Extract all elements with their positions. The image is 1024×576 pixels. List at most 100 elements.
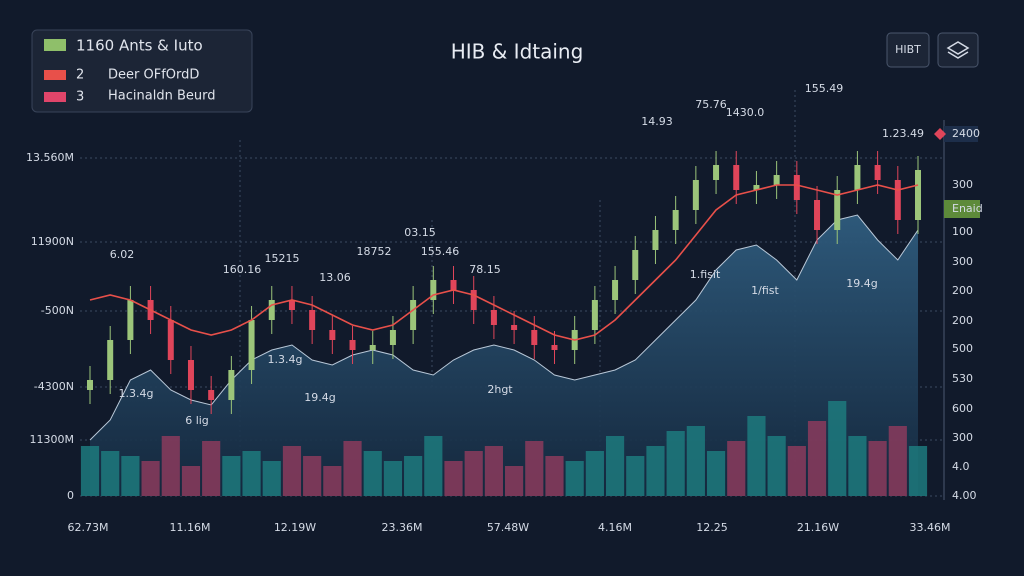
candle-body [228, 370, 235, 400]
candle-body [288, 300, 295, 310]
x-tick-label: 62.73M [68, 521, 109, 534]
annotation: 14.93 [641, 115, 673, 128]
volume-bar [908, 446, 928, 496]
candle-body [834, 190, 841, 230]
y2-tick-label: 300 [952, 178, 973, 191]
price-tag [944, 200, 980, 218]
candle-body [208, 390, 215, 400]
y2-tick-label: 4.00 [952, 489, 977, 502]
annotation: 03.15 [404, 226, 436, 239]
y2-tick-label: 200 [952, 314, 973, 327]
area-edge [89, 214, 919, 441]
annotation: 1.3.4g [268, 353, 303, 366]
x-tick-label: 57.48W [487, 521, 529, 534]
x-tick-label: 11.16M [170, 521, 211, 534]
candle-body [692, 180, 699, 210]
y2-tick-label: 500 [952, 342, 973, 355]
volume-bar [404, 456, 423, 496]
volume-bar [888, 426, 907, 496]
price-marker [934, 128, 946, 140]
annotation: 160.16 [223, 263, 262, 276]
y2-tick-label: 2400 [952, 127, 980, 140]
candle-body [511, 325, 518, 330]
volume-bar [424, 436, 443, 496]
legend-swatch [44, 39, 66, 51]
volume-bar [262, 461, 281, 496]
volume-bar [242, 451, 261, 496]
chart-title: HIB & Idtaing [451, 40, 584, 64]
volume-bar [706, 451, 726, 496]
layers-button[interactable] [937, 32, 979, 68]
volume-bar [828, 401, 847, 496]
annotation: 75.76 [695, 98, 727, 111]
volume-bar [141, 461, 160, 496]
candle-body [329, 330, 336, 340]
volume-bar [383, 461, 403, 496]
button-label[interactable]: HIBT [895, 43, 921, 56]
candle-body [672, 210, 679, 230]
volume-bar [464, 451, 483, 496]
annotation: 19.4g [304, 391, 335, 404]
candle-body [531, 330, 538, 345]
annotation: 1.23.49 [882, 127, 924, 140]
volume-bar [525, 441, 544, 496]
candle-body [127, 300, 134, 340]
y2-tick-label: 4.0 [952, 460, 970, 473]
legend-key: 2 [76, 68, 84, 83]
average-line [89, 184, 919, 341]
candle-body [915, 170, 921, 220]
y2-tick-label: 200 [952, 284, 973, 297]
annotation: 1.fisit [690, 268, 721, 281]
button[interactable] [886, 32, 930, 68]
volume-bar [868, 441, 887, 496]
x-tick-label: 33.46M [910, 521, 951, 534]
volume-bar [222, 456, 241, 496]
candle-body [632, 250, 639, 280]
candle-body [248, 320, 255, 370]
volume-bar [484, 446, 503, 496]
volume-bar [807, 421, 827, 496]
legend-swatch [44, 92, 66, 102]
y2-tick-label: 300 [952, 431, 973, 444]
y2-tick-label: 600 [952, 402, 973, 415]
candle-body [470, 290, 477, 310]
volume-bar [626, 456, 645, 496]
x-tick-label: 12.25 [696, 521, 728, 534]
candle-body [187, 360, 194, 390]
x-tick-label: 12.19W [274, 521, 316, 534]
volume-bar [605, 436, 625, 496]
candle-body [652, 230, 659, 250]
volume-bar [767, 436, 786, 496]
candle-body [854, 165, 861, 190]
candle-body [793, 175, 800, 200]
volume-bar [80, 446, 100, 496]
candle-body [591, 300, 598, 330]
candle-body [490, 310, 497, 325]
candle-body [349, 340, 356, 350]
annotation: 1/fist [751, 284, 779, 297]
annotation: 19.4g [846, 277, 877, 290]
legend-key: 3 [76, 90, 84, 105]
candle-body [874, 165, 881, 180]
candle-body [713, 165, 720, 180]
x-tick-label: 4.16M [598, 521, 632, 534]
y-tick-label: -500N [41, 304, 74, 317]
y-tick-label: -4300N [34, 380, 74, 393]
candle-body [450, 280, 457, 290]
y2-tick-label: Enaid [952, 202, 983, 215]
volume-bar [646, 446, 665, 496]
candle-body [753, 185, 760, 190]
candle-body [369, 345, 376, 350]
volume-bar [101, 451, 120, 496]
candle-body [389, 330, 396, 345]
price-tag [944, 126, 978, 142]
annotation: 6.02 [110, 248, 135, 261]
volume-bar [181, 466, 201, 496]
x-tick-label: 21.16W [797, 521, 839, 534]
candle-body [773, 175, 780, 185]
annotation: 2hgt [487, 383, 513, 396]
volume-bar [444, 461, 463, 496]
volume-bar [343, 441, 362, 496]
annotation: 18752 [357, 245, 392, 258]
